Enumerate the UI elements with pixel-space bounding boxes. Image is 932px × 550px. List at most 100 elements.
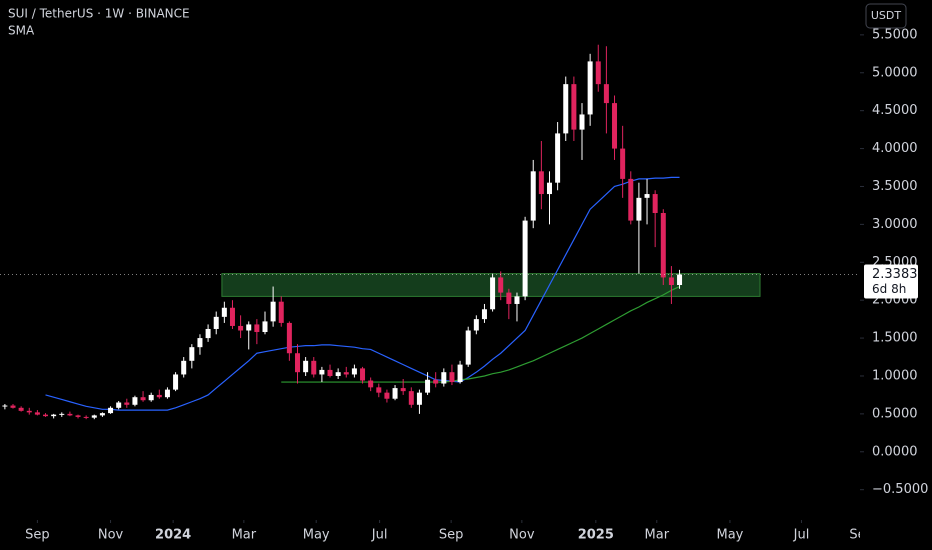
candle-body — [376, 387, 382, 393]
candle-body — [408, 391, 414, 405]
y-tick-label: 3.0000 — [872, 217, 918, 232]
currency-button[interactable] — [865, 3, 907, 29]
candle-body — [67, 413, 73, 416]
candle-body — [514, 296, 520, 304]
candle-body — [43, 414, 49, 417]
candle-body — [490, 277, 496, 310]
candle-body — [660, 213, 666, 278]
x-tick-label: Mar — [645, 528, 670, 543]
candle-body — [327, 369, 333, 376]
candle-body — [59, 413, 65, 415]
y-tick-label: 5.5000 — [872, 27, 918, 42]
candle-body — [603, 84, 609, 104]
candle-body — [303, 360, 309, 373]
candle-body — [425, 379, 431, 393]
candle-body — [319, 369, 325, 375]
candle-body — [262, 321, 268, 333]
candle-body — [83, 416, 89, 418]
candle-body — [668, 277, 674, 286]
candle-body — [400, 388, 406, 392]
candle-body — [579, 114, 585, 130]
candle-body — [51, 414, 57, 417]
candle-body — [571, 84, 577, 130]
y-tick-label: 1.5000 — [872, 331, 918, 346]
candle-body — [189, 347, 195, 361]
candle-body — [270, 301, 276, 322]
candle-body — [628, 178, 634, 221]
candle-body — [506, 292, 512, 304]
candle-body — [587, 61, 593, 115]
candle-body — [164, 389, 170, 398]
candle-body — [530, 171, 536, 221]
candle-body — [132, 397, 138, 405]
x-tick-label: Sep — [849, 528, 874, 543]
candle-body — [473, 319, 479, 331]
candle-body — [360, 368, 366, 381]
y-tick-label: 4.5000 — [872, 103, 918, 118]
candle-body — [148, 394, 154, 401]
x-tick-label: Sep — [439, 528, 464, 543]
candle-body — [181, 360, 187, 375]
candle-body — [124, 402, 130, 405]
x-tick-label: May — [303, 528, 330, 543]
candle-body — [441, 372, 447, 384]
candle-body — [644, 194, 650, 198]
candle-body — [677, 274, 683, 286]
y-tick-label: 0.5000 — [872, 406, 918, 421]
candle-body — [351, 368, 357, 375]
time-axis: Sep Nov 2024 Mar May Jul Sep Nov 2025 Mar May Jul Se… — [25, 520, 874, 543]
y-tick-label: −0.5000 — [872, 482, 928, 497]
candle-body — [343, 372, 349, 375]
candle-body — [75, 415, 81, 417]
candle-body — [221, 307, 227, 317]
candle-body — [335, 372, 341, 376]
candle-body — [384, 392, 390, 399]
candle-body — [481, 309, 487, 320]
y-tick-label: 3.5000 — [872, 179, 918, 194]
y-tick-label: 4.0000 — [872, 141, 918, 156]
candle-body — [18, 407, 24, 411]
candle-body — [254, 324, 260, 333]
candle-body — [433, 379, 439, 384]
candle-body — [612, 103, 618, 149]
y-tick-label: 0.0000 — [872, 444, 918, 459]
candle-body — [26, 410, 32, 413]
candle-body — [449, 372, 455, 383]
x-tick-label: Nov — [509, 528, 535, 543]
candle-body — [546, 182, 552, 195]
candle-body — [286, 322, 292, 354]
candle-body — [295, 353, 301, 373]
x-tick-label: May — [716, 528, 743, 543]
candle-body — [563, 84, 569, 134]
candle-body — [652, 194, 658, 214]
x-tick-label: 2025 — [578, 528, 614, 543]
candle-body — [555, 133, 561, 183]
sma-line — [45, 176, 680, 411]
y-tick-label: 1.0000 — [872, 368, 918, 383]
candle-body — [416, 392, 422, 405]
candle-body — [2, 405, 8, 407]
candle-body — [10, 405, 16, 408]
candle-body — [213, 316, 219, 329]
chart-title: SUI / TetherUS · 1W · BINANCE — [8, 7, 190, 21]
candle-body — [173, 374, 179, 390]
currency-label[interactable]: USDT — [871, 9, 902, 22]
candle-body — [392, 388, 398, 399]
candle-body — [156, 394, 162, 398]
candle-body — [197, 338, 203, 348]
last-price-box — [864, 264, 918, 299]
last-price-label: 2.3383 — [872, 267, 918, 282]
candle-body — [238, 325, 244, 331]
x-tick-label: Jul — [793, 528, 810, 543]
candle-body — [116, 402, 122, 408]
candle-body — [278, 301, 284, 323]
candle-body — [246, 324, 252, 331]
candle-body — [498, 277, 504, 293]
candle-body — [538, 171, 544, 195]
candle-body — [595, 61, 601, 85]
candle-body — [99, 413, 105, 416]
y-tick-label: 5.0000 — [872, 65, 918, 80]
candle-body — [140, 397, 146, 401]
candle-body — [311, 360, 317, 375]
